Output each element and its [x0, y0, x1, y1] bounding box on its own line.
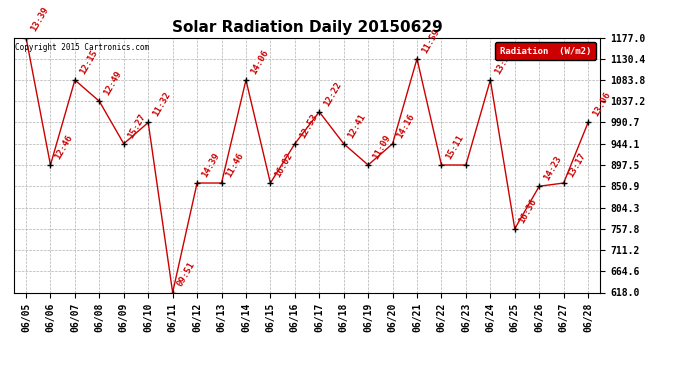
Text: 11:09: 11:09 — [371, 133, 392, 161]
Text: 15:27: 15:27 — [126, 112, 148, 140]
Text: Copyright 2015 Cartronics.com: Copyright 2015 Cartronics.com — [15, 43, 149, 52]
Text: 09:51: 09:51 — [175, 261, 197, 288]
Text: 12:49: 12:49 — [102, 69, 124, 97]
Text: 16:02: 16:02 — [273, 151, 295, 179]
Text: 16:36: 16:36 — [518, 197, 539, 225]
Text: 13:39: 13:39 — [29, 6, 50, 33]
Text: 12:22: 12:22 — [322, 80, 344, 108]
Text: 11:32: 11:32 — [151, 90, 172, 118]
Text: 12:41: 12:41 — [346, 112, 368, 140]
Title: Solar Radiation Daily 20150629: Solar Radiation Daily 20150629 — [172, 20, 442, 35]
Text: 15:11: 15:11 — [444, 133, 466, 161]
Text: 11:59: 11:59 — [420, 27, 441, 55]
Text: 14:23: 14:23 — [542, 154, 563, 182]
Text: 12:15: 12:15 — [78, 48, 99, 76]
Text: 13:17: 13:17 — [566, 151, 588, 179]
Legend: Radiation  (W/m2): Radiation (W/m2) — [495, 42, 595, 60]
Text: 13:06: 13:06 — [591, 90, 612, 118]
Text: 12:46: 12:46 — [53, 133, 75, 161]
Text: 14:16: 14:16 — [395, 112, 417, 140]
Text: 11:46: 11:46 — [224, 151, 246, 179]
Text: 12:53: 12:53 — [297, 112, 319, 140]
Text: 14:06: 14:06 — [248, 48, 270, 76]
Text: 14:39: 14:39 — [200, 151, 221, 179]
Text: 13:20: 13:20 — [493, 48, 514, 76]
